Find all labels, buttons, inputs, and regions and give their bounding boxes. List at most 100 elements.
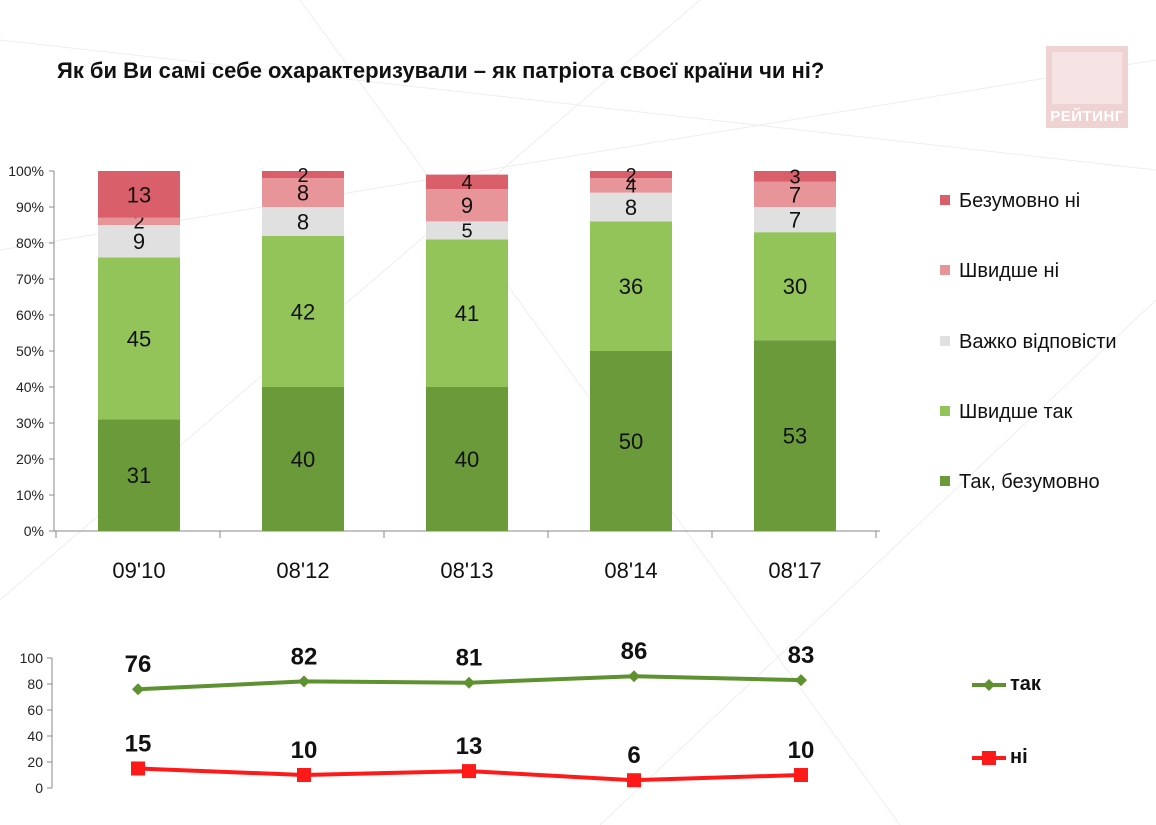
line-y-tick-label: 60 <box>27 702 43 718</box>
bar-segment <box>426 189 508 222</box>
line-legend-label: ні <box>1010 746 1028 768</box>
bar-data-label: 2 <box>133 212 144 234</box>
bar-x-tick-label: 08'14 <box>604 558 657 583</box>
bar-data-label: 50 <box>619 429 643 454</box>
bar-segment <box>98 225 180 258</box>
bar-y-tick-label: 50% <box>16 343 44 359</box>
bar-y-tick-label: 20% <box>16 451 44 467</box>
bar-y-tick-label: 0% <box>24 523 44 539</box>
bar-legend-label: Важко відповісти <box>959 331 1117 353</box>
bar-segment <box>262 235 344 387</box>
line-data-label: 6 <box>627 742 640 769</box>
bar-segment <box>590 221 672 351</box>
bar-segment <box>426 387 508 531</box>
bar-legend-label: Швидше так <box>959 401 1073 423</box>
line-point-ni <box>462 764 476 779</box>
line-data-label: 10 <box>291 737 318 764</box>
bar-y-tick-label: 70% <box>16 271 44 287</box>
bar-y-tick-label: 90% <box>16 199 44 215</box>
line-point-tak <box>795 674 807 687</box>
bar-y-tick-label: 100% <box>8 163 44 179</box>
line-legend-marker-ni <box>982 751 996 765</box>
page-title: Як би Ви самі себе охарактеризували – як… <box>57 58 825 83</box>
bar-segment <box>262 178 344 207</box>
bar-y-tick-label: 10% <box>16 487 44 503</box>
bar-data-label: 2 <box>297 165 308 187</box>
bar-legend-item: Безумовно ні <box>940 190 1080 213</box>
bar-data-label: 3 <box>789 167 800 189</box>
line-data-label: 76 <box>125 651 152 678</box>
bar-data-label: 4 <box>625 176 636 198</box>
line-point-tak <box>463 676 475 689</box>
bar-data-label: 7 <box>789 182 801 207</box>
bar-data-label: 9 <box>133 229 145 254</box>
bar-segment <box>590 192 672 222</box>
bar-legend-swatch <box>940 194 950 205</box>
line-point-tak <box>132 683 144 696</box>
bar-x-tick-label: 09'10 <box>112 558 165 583</box>
bar-segment <box>426 174 508 189</box>
line-point-ni <box>794 768 808 782</box>
bar-y-tick-label: 30% <box>16 415 44 431</box>
logo-text: РЕЙТИНГ <box>1050 108 1124 125</box>
line-point-ni <box>131 761 145 776</box>
bar-segment <box>754 207 836 233</box>
bar-legend-swatch <box>940 405 950 416</box>
bar-segment <box>754 340 836 531</box>
bar-legend-swatch <box>940 335 950 346</box>
bar-segment <box>590 171 672 179</box>
bar-segment <box>426 239 508 387</box>
bar-legend-item: Так, безумовно <box>940 471 1100 494</box>
bar-legend-label: Швидше ні <box>959 260 1060 282</box>
bar-x-tick-label: 08'13 <box>440 558 493 583</box>
bar-legend-label: Так, безумовно <box>959 471 1100 493</box>
bar-data-label: 40 <box>291 447 315 472</box>
line-y-tick-label: 40 <box>27 728 43 744</box>
bar-segment <box>426 221 508 240</box>
bar-segment <box>754 171 836 182</box>
line-point-tak <box>298 675 310 688</box>
bar-data-label: 5 <box>461 221 472 243</box>
bar-segment <box>590 351 672 531</box>
bar-data-label: 4 <box>461 172 472 194</box>
bar-y-tick-label: 60% <box>16 307 44 323</box>
bar-legend-item: Важко відповісти <box>940 331 1117 354</box>
line-point-ni <box>297 768 311 782</box>
bar-segment <box>754 181 836 207</box>
bar-y-tick-label: 80% <box>16 235 44 251</box>
line-y-tick-label: 80 <box>27 676 43 692</box>
line-data-label: 83 <box>788 642 815 669</box>
line-y-tick-label: 20 <box>27 754 43 770</box>
line-data-label: 81 <box>456 645 483 672</box>
line-data-label: 15 <box>125 731 152 758</box>
bar-data-label: 36 <box>619 274 643 299</box>
bar-segment <box>98 171 180 218</box>
line-point-tak <box>628 670 640 683</box>
logo-inner-panel <box>1052 52 1122 104</box>
bar-segment <box>590 178 672 193</box>
bar-segment <box>98 419 180 531</box>
bar-data-label: 8 <box>625 195 637 220</box>
rating-logo: РЕЙТИНГ <box>1046 46 1128 128</box>
line-y-tick-label: 100 <box>20 650 44 666</box>
bar-data-label: 45 <box>127 326 151 351</box>
bar-data-label: 9 <box>461 193 473 218</box>
bar-data-label: 41 <box>455 301 479 326</box>
line-point-ni <box>627 773 641 788</box>
bar-segment <box>98 257 180 420</box>
bar-legend-item: Швидше так <box>940 401 1072 424</box>
bar-legend-swatch <box>940 264 950 275</box>
bar-legend-label: Безумовно ні <box>959 190 1081 212</box>
bar-data-label: 30 <box>783 274 807 299</box>
bar-legend-swatch <box>940 475 950 486</box>
bar-data-label: 53 <box>783 424 807 449</box>
bar-data-label: 2 <box>625 165 636 187</box>
line-data-label: 10 <box>788 737 815 764</box>
bar-segment <box>98 217 180 225</box>
bar-y-tick-label: 40% <box>16 379 44 395</box>
bar-data-label: 42 <box>291 299 315 324</box>
bar-x-tick-label: 08'17 <box>768 558 821 583</box>
bar-segment <box>262 207 344 236</box>
bar-segment <box>262 171 344 179</box>
